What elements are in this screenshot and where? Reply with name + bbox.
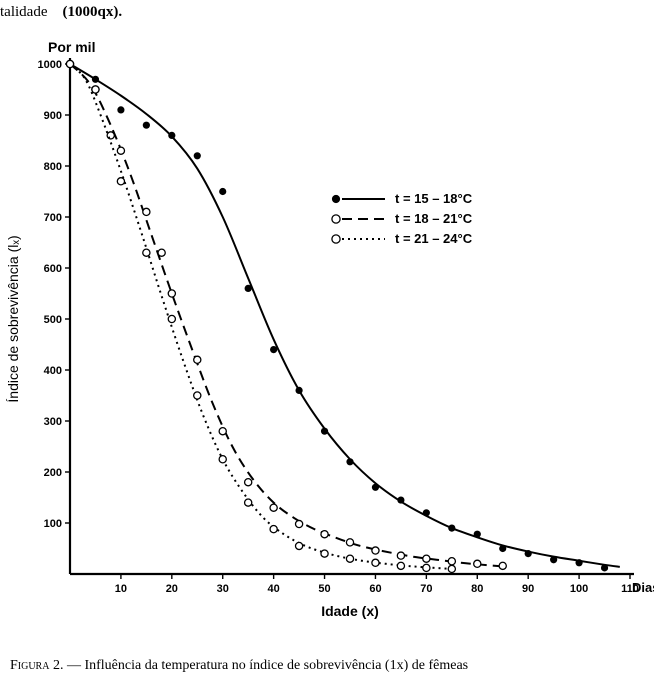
svg-text:20: 20 [166,583,178,595]
svg-text:800: 800 [44,161,62,173]
header-bold: (1000qx). [62,4,122,20]
svg-text:400: 400 [44,365,62,377]
header-fragment: talidade (1000qx). [0,4,122,21]
svg-text:Índice de sobrevivência (lₓ): Índice de sobrevivência (lₓ) [5,235,21,402]
svg-text:Dias: Dias [632,580,654,595]
svg-text:t = 15 – 18°C: t = 15 – 18°C [395,191,473,206]
svg-text:Idade (x): Idade (x) [321,603,379,619]
svg-text:60: 60 [369,583,381,595]
svg-text:100: 100 [570,583,588,595]
svg-text:80: 80 [471,583,483,595]
svg-text:700: 700 [44,212,62,224]
svg-text:200: 200 [44,467,62,479]
page: { "header_fragment": { "left": "talidade… [0,0,654,680]
svg-text:50: 50 [318,583,330,595]
svg-text:100: 100 [44,518,62,530]
caption-text: — Influência da temperatura no índice de… [63,658,468,673]
svg-text:10: 10 [115,583,127,595]
svg-text:90: 90 [522,583,534,595]
header-left: talidade [0,4,47,20]
chart-svg: 100 200 300 400 500 600 700 800 900 1000 10 20 30 40 5… [0,24,654,634]
svg-text:30: 30 [217,583,229,595]
svg-text:40: 40 [268,583,280,595]
svg-text:600: 600 [44,263,62,275]
svg-text:t = 18 – 21°C: t = 18 – 21°C [395,211,473,226]
figure-caption: Figura 2. — Influência da temperatura no… [10,658,644,674]
svg-text:1000: 1000 [38,59,62,71]
survival-chart: 100 200 300 400 500 600 700 800 900 1000 10 20 30 40 5… [0,24,654,634]
svg-text:300: 300 [44,416,62,428]
svg-text:Por mil: Por mil [48,39,95,55]
svg-text:900: 900 [44,110,62,122]
svg-text:t = 21 – 24°C: t = 21 – 24°C [395,231,473,246]
svg-text:70: 70 [420,583,432,595]
svg-text:500: 500 [44,314,62,326]
caption-lead: Figura 2. [10,658,63,673]
